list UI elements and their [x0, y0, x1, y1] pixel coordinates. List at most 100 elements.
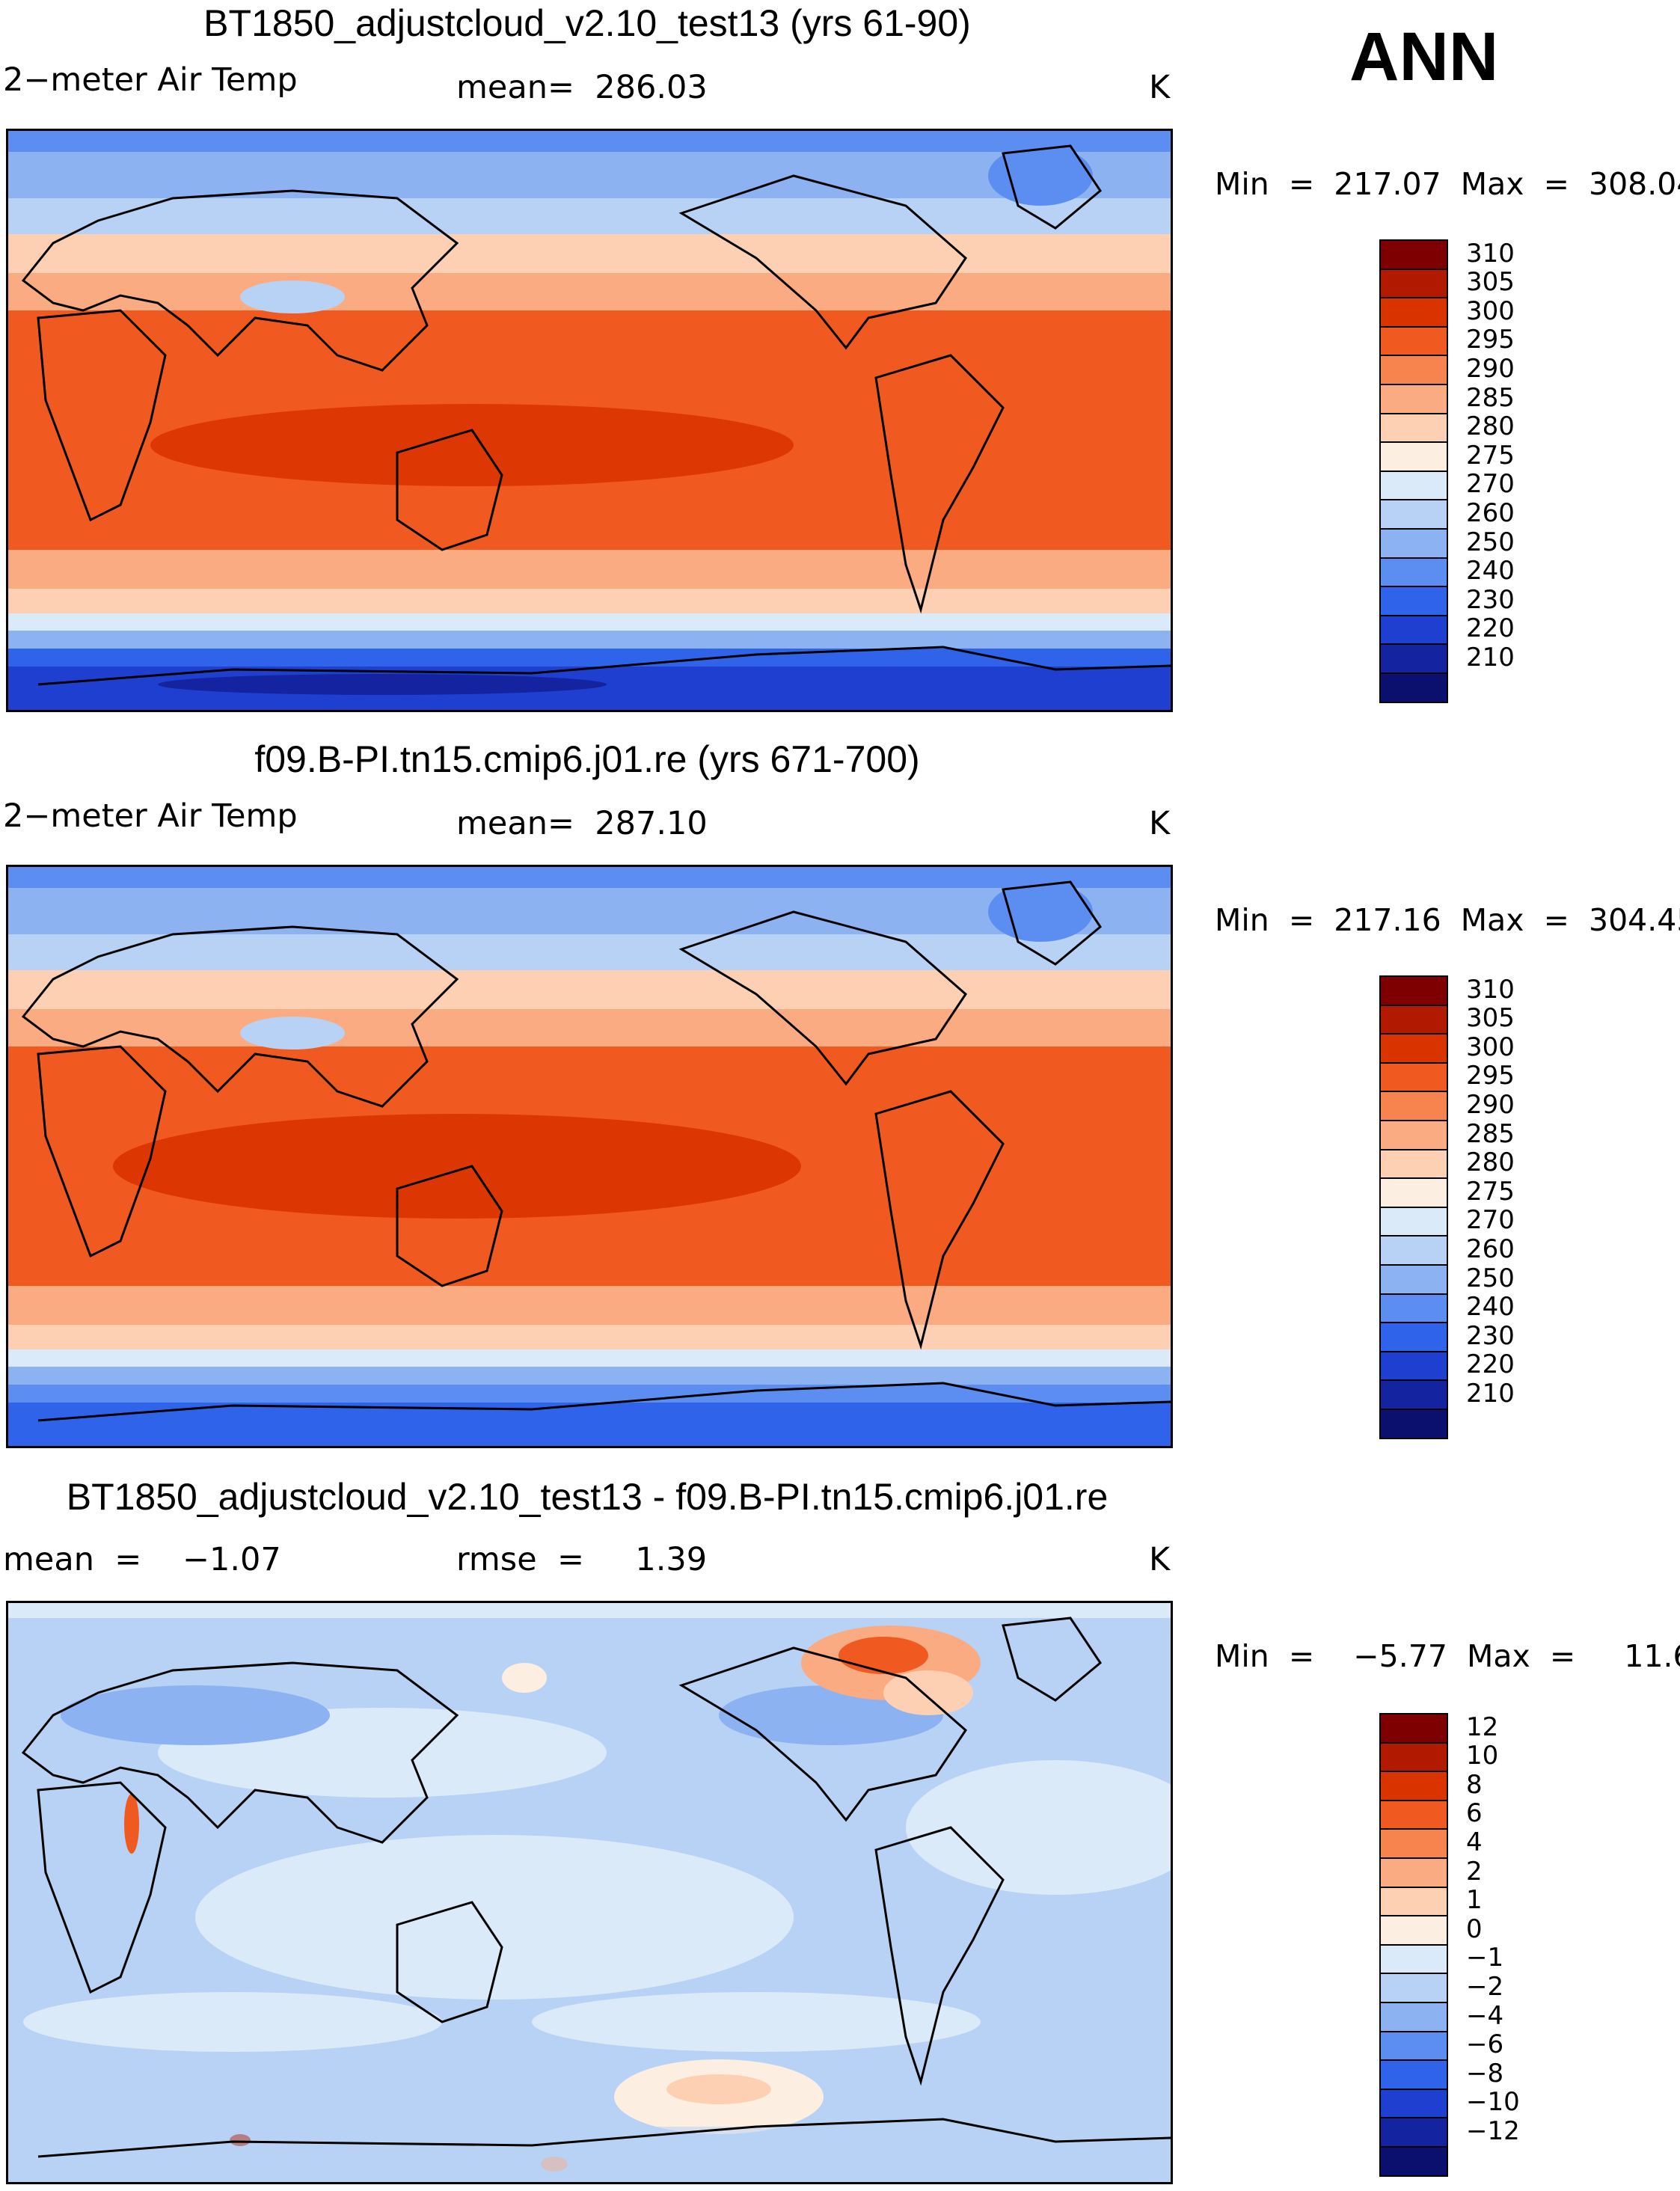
colorbar-swatch — [1379, 1235, 1448, 1266]
colorbar-swatch — [1379, 1120, 1448, 1150]
difference-map-bottom — [6, 1601, 1173, 2184]
colorbar-label: 8 — [1466, 1769, 1483, 1800]
colorbar-swatch — [1379, 1771, 1448, 1801]
colorbar-label: 230 — [1466, 584, 1515, 615]
colorbar-swatch — [1379, 1033, 1448, 1064]
colorbar-swatch — [1379, 2030, 1448, 2062]
colorbar-swatch — [1379, 239, 1448, 270]
colorbar-swatch — [1379, 384, 1448, 414]
colorbar-label: 260 — [1466, 1234, 1515, 1264]
colorbar-label: 2 — [1466, 1856, 1483, 1887]
colorbar-swatch — [1379, 1379, 1448, 1410]
colorbar-bottom: 12 10 8 6 4 2 1 0 −1 −2 −4 −6 −8 −10 −12 — [1379, 1712, 1520, 2177]
colorbar-label: −12 — [1466, 2116, 1520, 2146]
colorbar-swatch — [1379, 1004, 1448, 1035]
panel-title-middle: f09.B-PI.tn15.cmip6.j01.re (yrs 671-700) — [254, 738, 920, 780]
temperature-map-middle — [6, 865, 1173, 1448]
colorbar-label: −4 — [1466, 2000, 1504, 2031]
colorbar-label: 285 — [1466, 1118, 1515, 1149]
colorbar-label: 295 — [1466, 325, 1515, 355]
colorbar-label: 12 — [1466, 1712, 1499, 1742]
colorbar-swatch — [1379, 1350, 1448, 1382]
colorbar-swatch — [1379, 1973, 1448, 2003]
panel-variable-top: 2−meter Air Temp — [3, 61, 298, 99]
colorbar-label: 270 — [1466, 1205, 1515, 1236]
colorbar-label: −1 — [1466, 1943, 1504, 1973]
panel-units-middle: K — [1149, 805, 1171, 842]
colorbar-label: 290 — [1466, 354, 1515, 384]
colorbar-label: 220 — [1466, 1349, 1515, 1380]
colorbar-swatch — [1379, 1886, 1448, 1917]
temperature-map-top — [6, 129, 1173, 712]
panel-mean-top: mean= 286.03 — [456, 69, 708, 106]
panel-title-top: BT1850_adjustcloud_v2.10_test13 (yrs 61-… — [203, 2, 971, 44]
colorbar-label: 10 — [1466, 1741, 1499, 1771]
colorbar-label: 310 — [1466, 238, 1515, 269]
colorbar-swatch — [1379, 1713, 1448, 1744]
colorbar-swatch — [1379, 1857, 1448, 1888]
colorbar-swatch — [1379, 586, 1448, 616]
colorbar-swatch — [1379, 1409, 1448, 1439]
colorbar-swatch — [1379, 297, 1448, 328]
colorbar-swatch — [1379, 1322, 1448, 1352]
colorbar-label: 275 — [1466, 1176, 1515, 1207]
colorbar-top: 310 305 300 295 290 285 280 275 270 260 250 240 230 2… — [1379, 239, 1515, 703]
colorbar-swatch — [1379, 1148, 1448, 1180]
colorbar-swatch — [1379, 1943, 1448, 1975]
colorbar-label: 230 — [1466, 1320, 1515, 1351]
colorbar-label: 310 — [1466, 974, 1515, 1005]
colorbar-label: 305 — [1466, 267, 1515, 298]
colorbar-label: 290 — [1466, 1090, 1515, 1120]
colorbar-swatch — [1379, 1741, 1448, 1773]
colorbar-swatch — [1379, 268, 1448, 299]
colorbar-swatch — [1379, 2059, 1448, 2090]
colorbar-label: 300 — [1466, 295, 1515, 326]
panel-mean-middle: mean= 287.10 — [456, 805, 708, 842]
colorbar-label: −2 — [1466, 1972, 1504, 2002]
colorbar-label: −8 — [1466, 2058, 1504, 2089]
colorbar-label: 210 — [1466, 643, 1515, 672]
panel-units-top: K — [1149, 69, 1171, 106]
colorbar-swatch — [1379, 1799, 1448, 1830]
colorbar-label: 240 — [1466, 1292, 1515, 1323]
colorbar-swatch — [1379, 1061, 1448, 1093]
colorbar-label: 295 — [1466, 1061, 1515, 1091]
colorbar-swatch — [1379, 499, 1448, 530]
colorbar-label: −10 — [1466, 2087, 1520, 2118]
colorbar-label: 270 — [1466, 469, 1515, 500]
colorbar-label: 260 — [1466, 498, 1515, 528]
colorbar-label: 305 — [1466, 1003, 1515, 1034]
panel-rmse-bottom: rmse = 1.39 — [456, 1541, 708, 1578]
colorbar-swatch — [1379, 1293, 1448, 1324]
panel-variable-middle: 2−meter Air Temp — [3, 797, 298, 835]
colorbar-swatch — [1379, 355, 1448, 385]
colorbar-swatch — [1379, 643, 1448, 674]
colorbar-label: 250 — [1466, 1263, 1515, 1293]
colorbar-label: 4 — [1466, 1827, 1483, 1857]
colorbar-swatch — [1379, 2002, 1448, 2032]
colorbar-swatch — [1379, 412, 1448, 444]
colorbar-label: 240 — [1466, 556, 1515, 586]
panel-minmax-bottom: Min = −5.77 Max = 11.69 — [1215, 1638, 1680, 1674]
panel-mean-bottom: mean = −1.07 — [3, 1541, 281, 1578]
colorbar-swatch — [1379, 2088, 1448, 2119]
colorbar-label: 250 — [1466, 527, 1515, 557]
colorbar-swatch — [1379, 325, 1448, 357]
colorbar-swatch — [1379, 1915, 1448, 1946]
colorbar-label: −6 — [1466, 2029, 1504, 2060]
colorbar-label: 6 — [1466, 1798, 1483, 1829]
colorbar-swatch — [1379, 470, 1448, 501]
colorbar-swatch — [1379, 1177, 1448, 1208]
panel-minmax-middle: Min = 217.16 Max = 304.45 — [1215, 902, 1680, 938]
colorbar-swatch — [1379, 557, 1448, 588]
panel-title-bottom: BT1850_adjustcloud_v2.10_test13 - f09.B-… — [66, 1476, 1109, 1518]
colorbar-label: 275 — [1466, 440, 1515, 471]
colorbar-middle: 310 305 300 295 290 285 280 275 270 260 250 240 230 2… — [1379, 975, 1515, 1439]
colorbar-label: 220 — [1466, 613, 1515, 644]
colorbar-label: 280 — [1466, 411, 1515, 442]
colorbar-swatch — [1379, 441, 1448, 472]
colorbar-label: 280 — [1466, 1147, 1515, 1178]
colorbar-swatch — [1379, 528, 1448, 559]
colorbar-swatch — [1379, 1091, 1448, 1121]
colorbar-label: 1 — [1466, 1885, 1483, 1916]
